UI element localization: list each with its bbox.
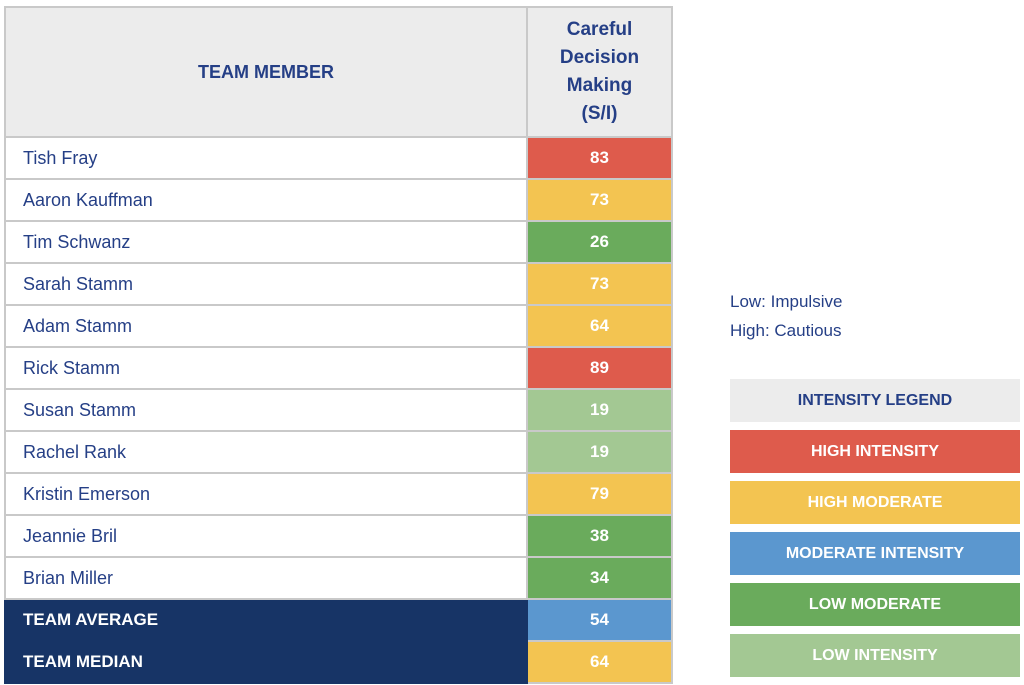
table-row: Susan Stamm 19 — [4, 388, 673, 432]
table-body: Tish Fray 83 Aaron Kauffman 73 Tim Schwanz 26… — [4, 136, 673, 684]
summary-score: 64 — [526, 640, 673, 684]
score-cell: 83 — [526, 136, 673, 180]
score-cell: 89 — [526, 346, 673, 390]
score-cell: 73 — [526, 262, 673, 306]
summary-row: TEAM AVERAGE 54 — [4, 598, 673, 642]
score-cell: 64 — [526, 304, 673, 348]
member-name: Brian Miller — [4, 556, 528, 600]
legend-item-high-moderate: HIGH MODERATE — [730, 481, 1020, 524]
summary-label: TEAM AVERAGE — [4, 598, 528, 642]
score-cell: 79 — [526, 472, 673, 516]
score-cell: 26 — [526, 220, 673, 264]
metric-header-line: Decision — [559, 47, 640, 68]
member-name: Tim Schwanz — [4, 220, 528, 264]
member-name: Kristin Emerson — [4, 472, 528, 516]
legend-item-low: LOW INTENSITY — [730, 634, 1020, 677]
table-row: Brian Miller 34 — [4, 556, 673, 600]
score-cell: 19 — [526, 388, 673, 432]
table-row: Aaron Kauffman 73 — [4, 178, 673, 222]
legend-item-low-moderate: LOW MODERATE — [730, 583, 1020, 626]
member-name: Tish Fray — [4, 136, 528, 180]
table-row: Rachel Rank 19 — [4, 430, 673, 474]
table-row: Tish Fray 83 — [4, 136, 673, 180]
table-row: Adam Stamm 64 — [4, 304, 673, 348]
metric-header-line: Making — [566, 75, 633, 96]
score-cell: 38 — [526, 514, 673, 558]
table-header-row: TEAM MEMBER Careful Decision Making (S/I… — [4, 6, 673, 138]
team-scores-table: TEAM MEMBER Careful Decision Making (S/I… — [4, 6, 673, 684]
member-name: Jeannie Bril — [4, 514, 528, 558]
score-cell: 73 — [526, 178, 673, 222]
member-name: Adam Stamm — [4, 304, 528, 348]
legend-item-moderate: MODERATE INTENSITY — [730, 532, 1020, 575]
scale-notes: Low: Impulsive High: Cautious — [730, 287, 842, 345]
legend-title: INTENSITY LEGEND — [730, 379, 1020, 422]
member-name: Rachel Rank — [4, 430, 528, 474]
score-cell: 34 — [526, 556, 673, 600]
member-name: Sarah Stamm — [4, 262, 528, 306]
score-cell: 19 — [526, 430, 673, 474]
team-member-header: TEAM MEMBER — [4, 6, 528, 138]
scale-note-low: Low: Impulsive — [730, 292, 843, 311]
legend-item-high: HIGH INTENSITY — [730, 430, 1020, 473]
scale-note-high: High: Cautious — [730, 321, 842, 340]
careful-decision-making-header: Careful Decision Making (S/I) — [526, 6, 673, 138]
intensity-legend: INTENSITY LEGEND HIGH INTENSITY HIGH MODE… — [730, 379, 1020, 685]
member-name: Susan Stamm — [4, 388, 528, 432]
metric-header-line: Careful — [566, 19, 633, 40]
table-row: Kristin Emerson 79 — [4, 472, 673, 516]
summary-score: 54 — [526, 598, 673, 642]
metric-header-line: (S/I) — [581, 103, 618, 124]
summary-label: TEAM MEDIAN — [4, 640, 528, 684]
table-row: Sarah Stamm 73 — [4, 262, 673, 306]
table-row: Tim Schwanz 26 — [4, 220, 673, 264]
table-row: Rick Stamm 89 — [4, 346, 673, 390]
table-row: Jeannie Bril 38 — [4, 514, 673, 558]
member-name: Aaron Kauffman — [4, 178, 528, 222]
member-name: Rick Stamm — [4, 346, 528, 390]
summary-row: TEAM MEDIAN 64 — [4, 640, 673, 684]
